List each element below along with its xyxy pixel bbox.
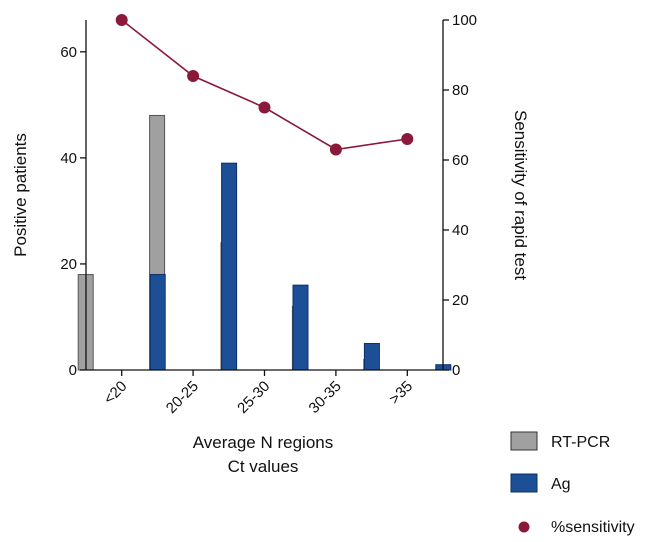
left-tick-label-60: 60 [60,44,77,61]
right-tick-label-40: 40 [452,222,469,239]
legend-swatch-rt-pcr [510,431,538,451]
right-tick-label-80: 80 [452,82,469,99]
x-tick-label-2: 20-25 [163,378,202,417]
right-y-ticks: 0 20 40 60 80 100 [443,12,477,379]
sensitivity-point-4 [329,143,342,156]
sensitivity-line-group [115,14,414,156]
legend-marker-sensitivity [518,521,530,533]
x-ticks: <20 20-25 25-30 30-35 >35 [101,370,416,417]
x-tick-label-4: 30-35 [306,378,345,417]
right-y-axis-label: Sensitivity of rapid test [511,110,530,280]
legend: RT-PCR Ag %sensitivity [510,431,635,536]
bar-ag-4 [363,342,380,371]
left-tick-label-0: 0 [69,362,77,379]
x-tick-label-5: >35 [386,378,416,408]
x-axis-label-line1: Average N regions [193,433,334,452]
right-tick-label-20: 20 [452,292,469,309]
left-y-ticks: 0 20 40 60 [60,44,86,379]
bars-group [77,114,452,371]
legend-swatch-ag [510,473,538,493]
x-axis-label-line2: Ct values [228,457,299,476]
bar-ag-1 [149,274,166,371]
left-tick-label-20: 20 [60,256,77,273]
left-tick-label-40: 40 [60,150,77,167]
sensitivity-point-5 [401,133,414,145]
sensitivity-point-2 [187,70,200,82]
bar-ag-3 [292,284,309,371]
legend-label-rt-pcr: RT-PCR [551,434,610,451]
right-tick-label-100: 100 [452,12,477,29]
right-tick-label-60: 60 [452,152,469,169]
right-tick-label-0: 0 [452,362,460,379]
sensitivity-point-1 [115,14,128,26]
x-tick-label-1: <20 [101,378,131,408]
x-tick-label-3: 25-30 [234,378,273,417]
left-y-axis-label: Positive patients [11,133,30,257]
legend-label-sensitivity: %sensitivity [551,519,635,536]
legend-label-ag: Ag [551,476,571,493]
bar-ag-2 [221,162,238,371]
sensitivity-point-3 [258,101,271,114]
